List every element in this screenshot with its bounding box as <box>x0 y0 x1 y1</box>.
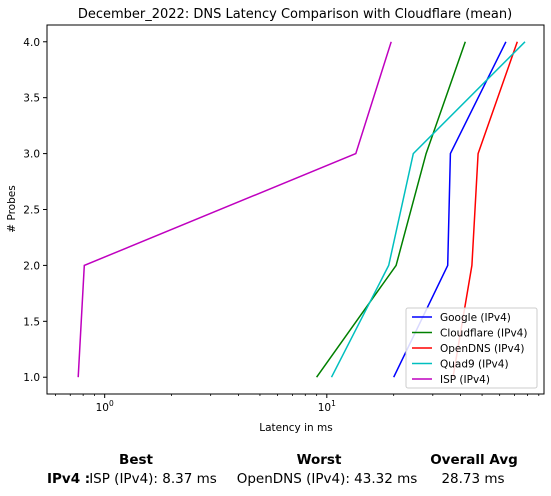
table-header-worst: Worst <box>296 452 342 468</box>
series-line-1 <box>315 41 467 378</box>
legend-label-4: ISP (IPv4) <box>440 374 490 386</box>
y-tick-label: 3.0 <box>23 149 40 161</box>
series-line-4 <box>77 41 392 378</box>
y-tick-label: 1.5 <box>23 316 40 328</box>
chart-legend: Google (IPv4) Cloudflare (IPv4) OpenDNS (I… <box>405 307 538 389</box>
latency-chart: December_2022: DNS Latency Comparison wi… <box>6 7 545 434</box>
x-tick-label: 101 <box>318 399 336 414</box>
y-tick-label: 3.5 <box>23 93 40 105</box>
table-row-label: IPv4 : <box>47 471 91 487</box>
table-cell-overall-avg: 28.73 ms <box>441 471 505 487</box>
y-tick-label: 1.0 <box>23 372 40 384</box>
y-axis: 1.0 1.5 2.0 2.5 3.0 3.5 4.0 <box>23 37 47 384</box>
x-axis-label: Latency in ms <box>259 422 332 434</box>
x-tick-label: 100 <box>96 399 114 414</box>
chart-title: December_2022: DNS Latency Comparison wi… <box>78 7 512 22</box>
table-cell-best: ISP (IPv4): 8.37 ms <box>89 471 217 487</box>
legend-box <box>405 307 538 389</box>
series-line-3 <box>330 41 526 378</box>
x-axis: 100 101 <box>54 394 540 414</box>
table-header-best: Best <box>119 452 153 468</box>
y-tick-label: 4.0 <box>23 37 40 49</box>
table-cell-worst: OpenDNS (IPv4): 43.32 ms <box>236 471 418 487</box>
table-header-overall-avg: Overall Avg <box>430 452 518 468</box>
y-axis-label: # Probes <box>6 185 18 232</box>
legend-label-0: Google (IPv4) <box>440 312 511 324</box>
legend-label-1: Cloudflare (IPv4) <box>440 328 527 340</box>
y-tick-label: 2.0 <box>23 260 40 272</box>
legend-label-2: OpenDNS (IPv4) <box>440 343 525 355</box>
y-tick-label: 2.5 <box>23 205 40 217</box>
legend-label-3: Quad9 (IPv4) <box>440 359 509 371</box>
